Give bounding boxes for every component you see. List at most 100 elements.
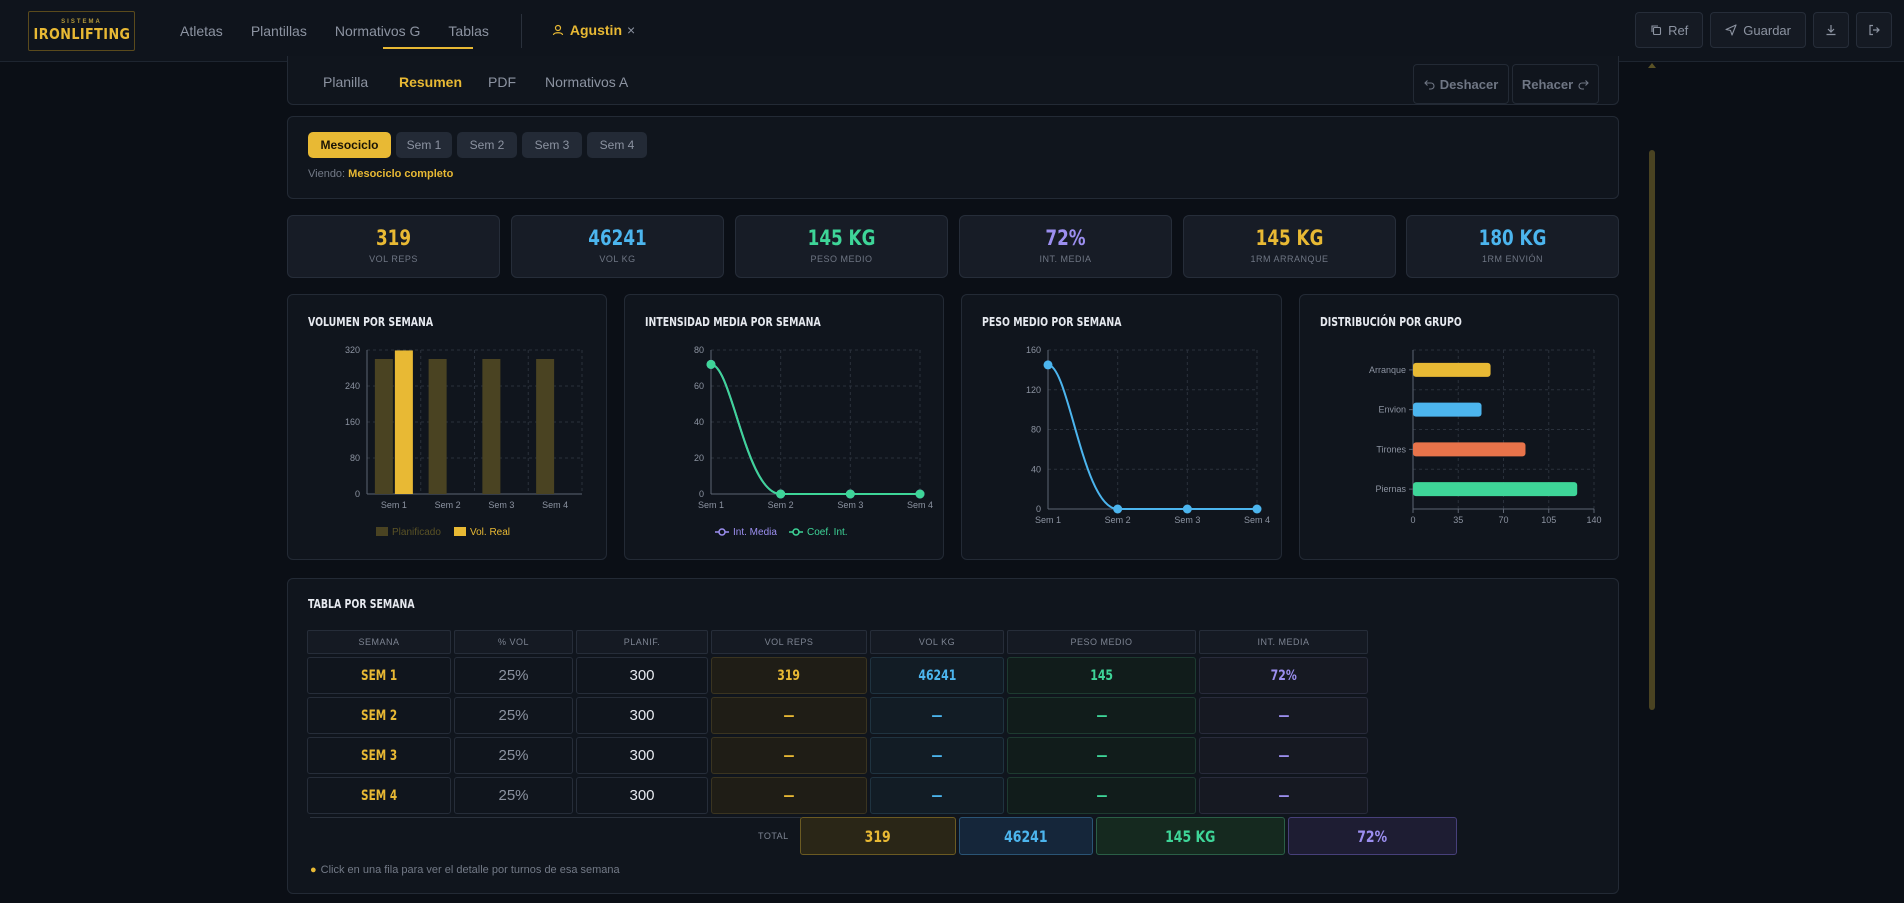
cell-vol-reps[interactable]: — (711, 737, 867, 774)
brand-logo[interactable]: SISTEMA IRONLIFTING (28, 10, 135, 51)
cell-vol-reps[interactable]: — (711, 777, 867, 814)
cell-value: — (931, 707, 943, 724)
cell-value: 25% (498, 667, 529, 684)
total-peso-medio: 145 KG (1096, 817, 1285, 855)
cell-vol-kg[interactable]: — (870, 697, 1004, 734)
header-vol-kg: VOL KG (870, 630, 1004, 654)
header-pct-vol: % VOL (454, 630, 573, 654)
weekly-table-panel: TABLA POR SEMANA SEMANA% VOL PLANIF. VOL R… (287, 578, 1619, 894)
pill-sem-4[interactable]: Sem 4 (587, 132, 647, 158)
data-point-1-2 (776, 489, 786, 499)
kpi-value: 180 KG (1478, 226, 1547, 250)
nav-plantillas[interactable]: Plantillas (250, 22, 307, 39)
cell-planif[interactable]: 300 (576, 657, 708, 694)
cell-int-media[interactable]: — (1199, 737, 1368, 774)
total-int-media: 72% (1288, 817, 1457, 855)
cell-pct-vol[interactable]: 25% (454, 777, 573, 814)
cell-peso-medio[interactable]: 145 (1007, 657, 1196, 694)
cell-int-media[interactable]: — (1199, 777, 1368, 814)
cell-value: — (1278, 747, 1289, 764)
top-navbar: SISTEMA IRONLIFTING Atletas Plantillas N… (0, 0, 1904, 62)
bar-planificado-2 (428, 359, 447, 494)
tab-resumen[interactable]: Resumen (399, 74, 463, 90)
cell-value: SEM 3 (360, 747, 398, 764)
cell-vol-reps[interactable]: 319 (711, 657, 867, 694)
y-tick-label: Piernas (1375, 484, 1406, 494)
x-tick-label: Sem 1 (1035, 515, 1061, 525)
cell-semana[interactable]: SEM 2 (307, 697, 451, 734)
pill-mesociclo[interactable]: Mesociclo (308, 132, 391, 158)
send-icon (1725, 24, 1737, 36)
pill-sem-2[interactable]: Sem 2 (457, 132, 517, 158)
cell-peso-medio[interactable]: — (1007, 697, 1196, 734)
redo-button[interactable]: Rehacer (1512, 64, 1599, 104)
main-nav: Atletas Plantillas Normativos G Tablas A… (180, 0, 646, 62)
cell-value: 46241 (917, 667, 957, 684)
y-tick-label: 40 (694, 417, 704, 427)
pill-sem-3[interactable]: Sem 3 (522, 132, 582, 158)
header-semana: SEMANA (307, 630, 451, 654)
x-tick-label: 0 (1410, 515, 1415, 525)
cell-pct-vol[interactable]: 25% (454, 657, 573, 694)
nav-normativos-g[interactable]: Normativos G (334, 22, 421, 39)
cell-pct-vol[interactable]: 25% (454, 697, 573, 734)
close-icon[interactable]: × (627, 21, 636, 38)
undo-button[interactable]: Deshacer (1413, 64, 1509, 104)
legend-marker (792, 528, 800, 536)
redo-icon (1578, 79, 1589, 90)
kpi-value: 72% (1045, 226, 1086, 250)
bar-planificado-4 (536, 359, 555, 494)
scroll-up-arrow[interactable] (1648, 63, 1656, 68)
cell-vol-kg[interactable]: — (870, 737, 1004, 774)
brand-main: IRONLIFTING (33, 24, 130, 43)
view-tabs: Planilla Resumen PDF Normativos A (287, 56, 1619, 105)
cell-planif[interactable]: 300 (576, 777, 708, 814)
ref-button[interactable]: Ref (1635, 12, 1704, 48)
guardar-button[interactable]: Guardar (1710, 12, 1806, 48)
series-line-0 (1047, 363, 1257, 510)
cell-semana[interactable]: SEM 4 (307, 777, 451, 814)
tab-normativos-a[interactable]: Normativos A (545, 74, 629, 90)
cell-semana[interactable]: SEM 1 (307, 657, 451, 694)
pill-sem-1[interactable]: Sem 1 (396, 132, 452, 158)
nav-atletas[interactable]: Atletas (180, 22, 223, 39)
kpi-value: 145 KG (1255, 226, 1324, 250)
cell-peso-medio[interactable]: — (1007, 737, 1196, 774)
cell-peso-medio[interactable]: — (1007, 777, 1196, 814)
cell-int-media[interactable]: 72% (1199, 657, 1368, 694)
cell-value: 25% (498, 747, 529, 764)
total-divider (310, 817, 801, 818)
tab-planilla[interactable]: Planilla (323, 74, 369, 90)
total-value: 319 (864, 826, 892, 846)
series-line-1 (710, 363, 920, 496)
y-tick-label: 320 (345, 345, 360, 355)
cell-pct-vol[interactable]: 25% (454, 737, 573, 774)
cell-planif[interactable]: 300 (576, 737, 708, 774)
download-button[interactable] (1813, 12, 1849, 48)
y-tick-label: 20 (694, 453, 704, 463)
total-value: 72% (1357, 826, 1388, 846)
cell-vol-kg[interactable]: 46241 (870, 657, 1004, 694)
cell-value: 319 (777, 667, 801, 684)
ref-label: Ref (1668, 22, 1689, 38)
nav-tablas[interactable]: Tablas (448, 22, 489, 39)
cell-int-media[interactable]: — (1199, 697, 1368, 734)
cell-planif[interactable]: 300 (576, 697, 708, 734)
kpi-label: VOL KG (599, 254, 636, 264)
data-point-0-1 (1043, 360, 1053, 370)
cell-value: — (1096, 787, 1107, 804)
chart-svg: 0 40 80 120 160 Sem 1 Sem 2 Sem 3 Sem 4 (1026, 345, 1270, 525)
y-tick-label: 160 (345, 417, 360, 427)
logout-button[interactable] (1856, 12, 1892, 48)
cell-value: 300 (629, 787, 655, 804)
cell-vol-kg[interactable]: — (870, 777, 1004, 814)
cell-semana[interactable]: SEM 3 (307, 737, 451, 774)
nav-athlete-tab[interactable]: Agustin × (541, 0, 646, 62)
cell-value: SEM 4 (360, 787, 398, 804)
cell-value: 300 (629, 707, 655, 724)
scrollbar-thumb[interactable] (1649, 150, 1655, 710)
header-peso-medio: PESO MEDIO (1007, 630, 1196, 654)
cell-vol-reps[interactable]: — (711, 697, 867, 734)
tab-pdf[interactable]: PDF (488, 74, 516, 90)
legend-label: Vol. Real (470, 527, 510, 538)
